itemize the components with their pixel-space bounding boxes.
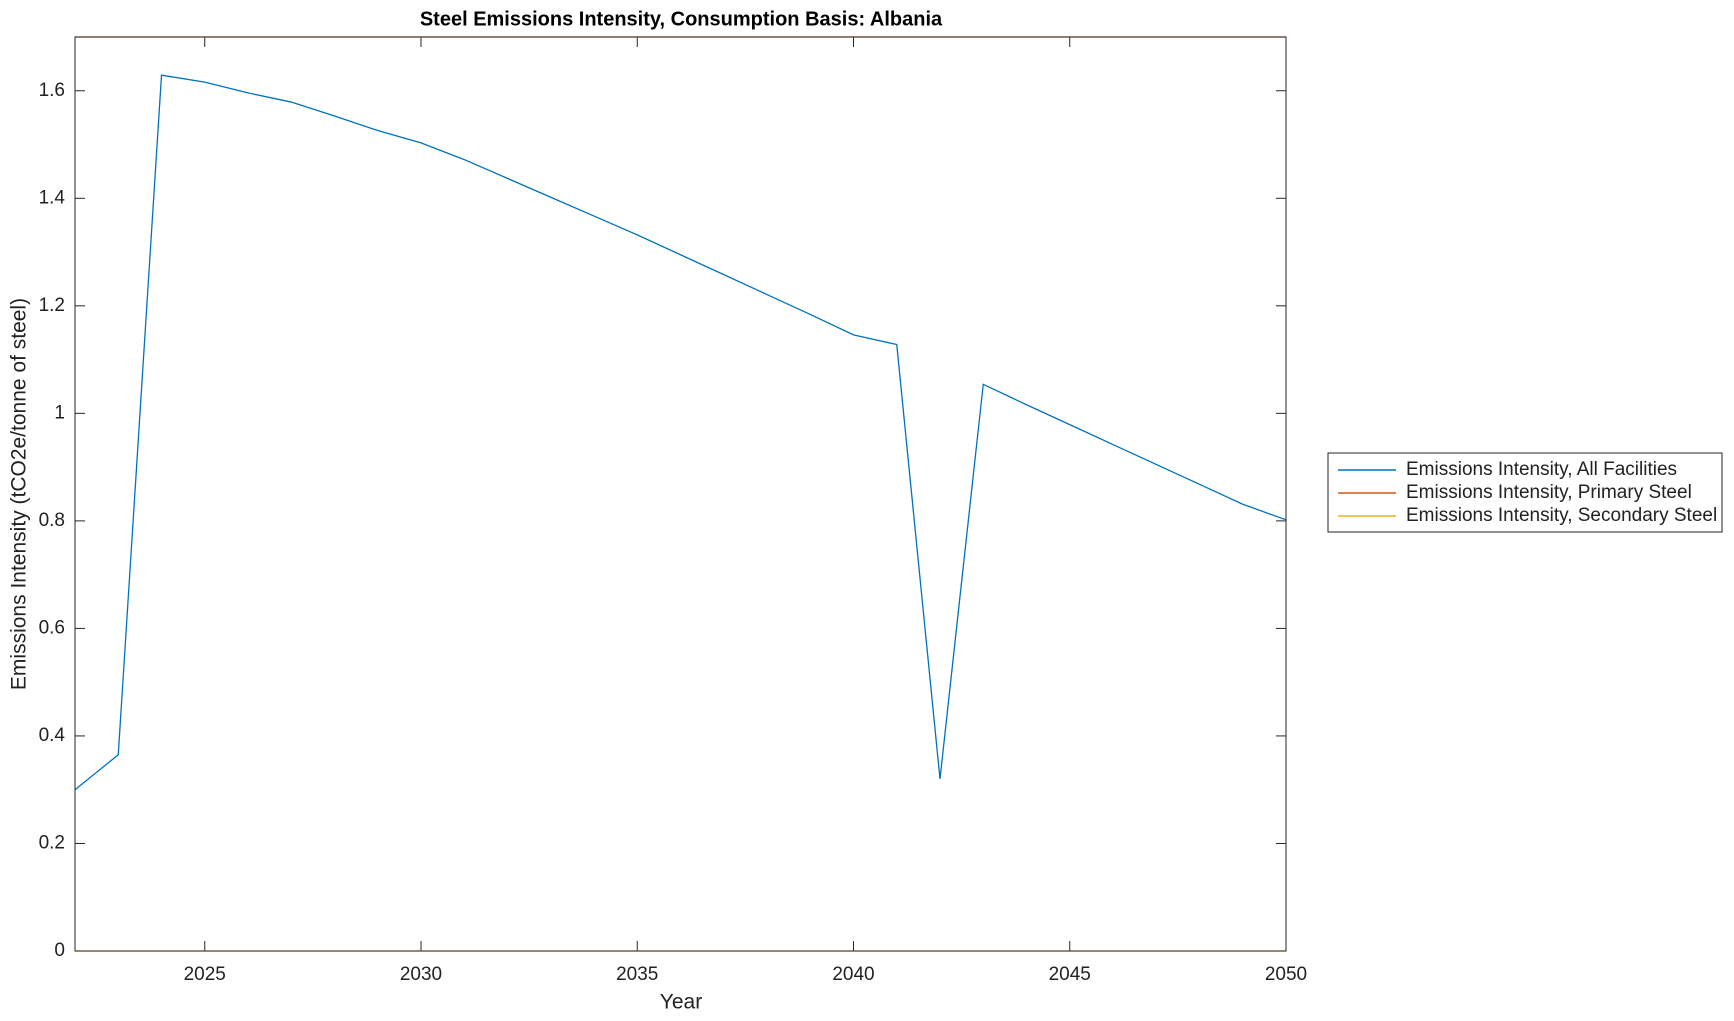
y-axis-label: Emissions Intensity (tCO2e/tonne of stee… [8,298,31,690]
chart-title: Steel Emissions Intensity, Consumption B… [420,8,943,30]
y-tick-label: 0.6 [39,617,65,638]
y-tick-label: 0.2 [39,832,65,853]
y-tick-label: 1.6 [39,80,65,101]
x-tick-label: 2035 [616,964,658,985]
y-tick-label: 1.4 [39,187,66,208]
plot-area [75,37,1286,951]
legend-label: Emissions Intensity, All Facilities [1406,459,1677,480]
y-tick-label: 1 [54,402,65,423]
y-tick-label: 0 [54,940,65,961]
x-tick-label: 2025 [184,964,226,985]
x-tick-label: 2030 [400,964,442,985]
axes-box [74,36,1287,952]
y-tick-label: 0.4 [39,725,66,746]
y-tick-label: 1.2 [39,295,65,316]
x-tick-label: 2050 [1265,964,1307,985]
x-tick-label: 2040 [832,964,874,985]
legend-label: Emissions Intensity, Primary Steel [1406,482,1692,503]
y-tick-label: 0.8 [39,510,65,531]
x-axis-label: Year [660,991,702,1014]
data-line [74,74,1287,791]
legend-label: Emissions Intensity, Secondary Steel [1406,505,1717,526]
x-tick-label: 2045 [1049,964,1091,985]
